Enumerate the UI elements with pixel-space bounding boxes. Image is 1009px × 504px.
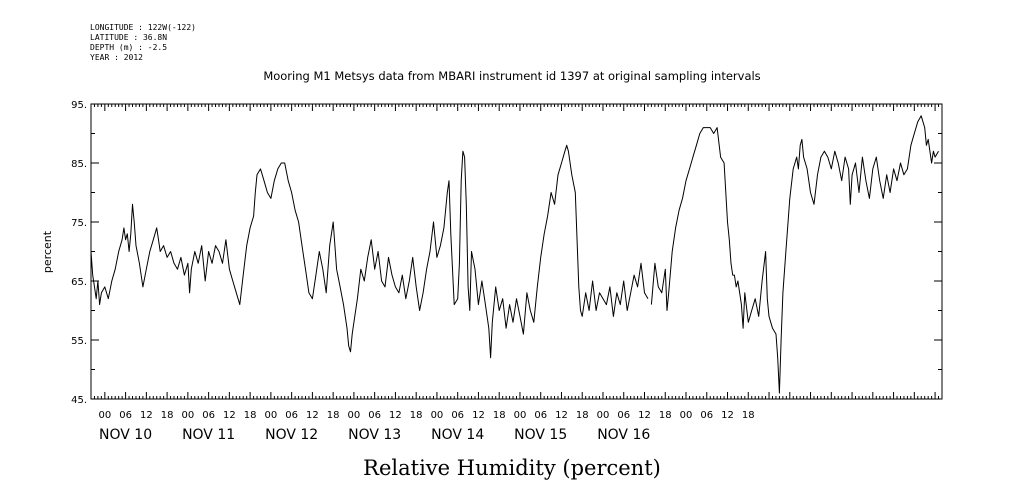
x-day-label: NOV 15: [514, 427, 567, 443]
chart-title: Mooring M1 Metsys data from MBARI instru…: [263, 69, 760, 83]
x-hour-label: 18: [576, 410, 589, 421]
y-tick-label: 75.: [71, 218, 87, 229]
y-tick-label: 45.: [71, 395, 87, 406]
x-day-label: NOV 10: [99, 427, 152, 443]
x-hour-label: 12: [389, 410, 402, 421]
x-hour-label: 12: [721, 410, 734, 421]
x-day-label: NOV 11: [182, 427, 235, 443]
x-hour-label: 18: [410, 410, 423, 421]
y-tick-label: 55.: [71, 336, 87, 347]
x-axis-label: Relative Humidity (percent): [363, 456, 661, 480]
longitude-text: LONGITUDE : 122W(-122): [90, 23, 196, 32]
x-hour-label: 18: [493, 410, 506, 421]
x-hour-label: 00: [431, 410, 444, 421]
x-hour-label: 00: [514, 410, 527, 421]
x-hour-label: 12: [555, 410, 568, 421]
x-hour-label: 06: [285, 410, 298, 421]
y-tick-labels: 45. 55. 65. 75. 85. 95.: [71, 100, 87, 406]
x-hour-label: 06: [617, 410, 630, 421]
x-hour-label: 06: [202, 410, 215, 421]
series-line: [650, 115, 939, 394]
x-hour-label: 00: [98, 410, 111, 421]
x-hour-label: 06: [368, 410, 381, 421]
year-text: YEAR : 2012: [90, 53, 143, 62]
x-day-label: NOV 12: [265, 427, 318, 443]
y-tick-label: 85.: [71, 159, 87, 170]
x-hour-label: 00: [265, 410, 278, 421]
x-day-label: NOV 14: [431, 427, 484, 443]
x-hour-label: 12: [306, 410, 319, 421]
x-hour-label: 00: [181, 410, 194, 421]
x-hour-label: 12: [140, 410, 153, 421]
x-hour-label: 18: [742, 410, 755, 421]
y-tick-label: 65.: [71, 277, 87, 288]
x-hour-label: 12: [472, 410, 485, 421]
x-hour-label: 18: [659, 410, 672, 421]
x-hour-label: 00: [680, 410, 693, 421]
latitude-text: LATITUDE : 36.8N: [90, 33, 167, 42]
x-day-label: NOV 13: [348, 427, 401, 443]
x-hour-label: 06: [119, 410, 132, 421]
x-hour-label: 18: [161, 410, 174, 421]
metadata-block: LONGITUDE : 122W(-122) LATITUDE : 36.8N …: [90, 23, 196, 62]
x-hour-label: 00: [597, 410, 610, 421]
depth-text: DEPTH (m) : -2.5: [90, 43, 167, 52]
y-axis-label: percent: [41, 230, 54, 273]
axis-ticks: [90, 103, 943, 400]
series-line: [90, 144, 649, 359]
x-hour-label: 18: [244, 410, 257, 421]
x-hour-label: 06: [700, 410, 713, 421]
x-hour-label: 06: [451, 410, 464, 421]
x-hour-label: 00: [348, 410, 361, 421]
data-lines: [90, 115, 939, 394]
x-hour-label: 18: [327, 410, 340, 421]
x-tick-labels: 00 06 12 18 00 06 12 18 00 06 12 18 00 06 12 18 00 06 12 18…: [98, 410, 754, 443]
x-hour-label: 12: [223, 410, 236, 421]
y-tick-label: 95.: [71, 100, 87, 111]
x-hour-label: 12: [638, 410, 651, 421]
x-day-label: NOV 16: [597, 427, 650, 443]
x-hour-label: 06: [534, 410, 547, 421]
